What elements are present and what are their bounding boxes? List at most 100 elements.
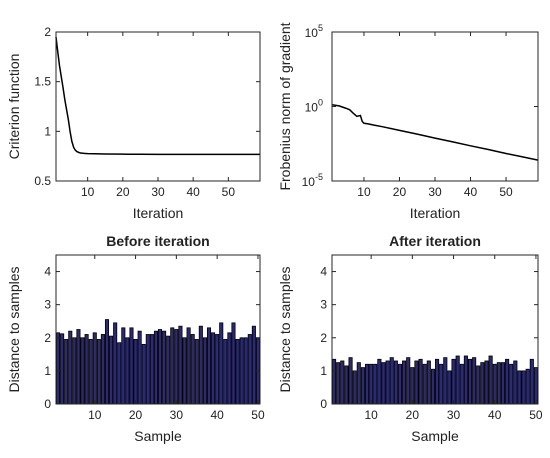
bar: [247, 334, 252, 405]
bar: [385, 360, 390, 405]
bar: [100, 334, 105, 405]
bar: [129, 327, 134, 405]
bar: [251, 325, 256, 405]
bar: [158, 329, 163, 405]
x-tick-label: 50: [222, 185, 236, 199]
x-tick-label: 40: [186, 185, 200, 199]
y-axis-label: Distance to samples: [277, 266, 293, 392]
bar: [430, 368, 435, 405]
bar: [435, 358, 440, 405]
bar: [125, 337, 130, 405]
bar: [439, 363, 444, 405]
bar: [517, 370, 522, 405]
bar: [211, 332, 216, 405]
y-tick-label: 1: [44, 364, 51, 378]
x-tick-label: 40: [210, 408, 224, 422]
x-axis-label: Sample: [411, 428, 459, 444]
x-tick-label: 30: [170, 408, 184, 422]
y-tick-label: 100: [305, 98, 323, 115]
x-tick-label: 20: [116, 185, 130, 199]
y-tick-label: 1.5: [34, 75, 51, 89]
y-tick-label: 2: [44, 331, 51, 345]
bar: [344, 365, 349, 405]
y-tick-label: 1: [320, 364, 327, 378]
x-tick-label: 30: [151, 185, 165, 199]
y-tick-label: 0: [320, 397, 327, 411]
bar: [194, 339, 199, 405]
bar: [162, 330, 167, 405]
bar: [443, 357, 448, 405]
bar: [206, 327, 212, 405]
bar: [505, 358, 510, 405]
bar: [451, 358, 456, 405]
x-tick-label: 20: [406, 408, 420, 422]
plot-background: [56, 32, 260, 181]
x-tick-label: 10: [364, 408, 378, 422]
series-line: [331, 104, 539, 161]
bar: [178, 325, 183, 405]
bar: [426, 360, 431, 405]
chart-panel-3: 10 20 30 40 50 0 1 2 3 4 Sample Distance to samples…: [6, 233, 265, 444]
bar: [133, 339, 138, 405]
chart-title: After iteration: [389, 233, 481, 249]
x-tick-label: 10: [88, 408, 102, 422]
x-tick-label: 20: [129, 408, 143, 422]
x-axis-label: Sample: [134, 428, 182, 444]
bar: [72, 337, 77, 405]
y-tick-label: 2: [44, 25, 51, 39]
x-tick-label: 20: [393, 185, 407, 199]
bar: [332, 358, 337, 405]
bar: [373, 363, 378, 405]
x-tick-label: 50: [251, 408, 265, 422]
y-axis-label: Distance to samples: [6, 266, 22, 392]
bar: [406, 357, 411, 405]
bar: [109, 335, 114, 405]
bar: [104, 319, 110, 405]
series-line: [55, 36, 260, 156]
y-axis-label: Frobenius norm of gradient: [277, 22, 293, 190]
y-tick-label: 4: [320, 265, 327, 279]
bar: [472, 357, 477, 405]
bar: [492, 363, 497, 405]
bar: [418, 358, 423, 405]
bar: [509, 363, 514, 405]
y-tick-label: 1: [44, 124, 51, 138]
chart-panel-1: 10 20 30 40 50 0.5 1 1.5 2 Iteration Criterion fun…: [6, 25, 261, 221]
bar: [336, 362, 341, 405]
bar: [356, 362, 361, 405]
x-tick-label: 40: [488, 408, 502, 422]
bar: [525, 368, 530, 405]
bar: [447, 370, 452, 405]
y-tick-label: 105: [305, 23, 323, 40]
bar: [521, 370, 526, 405]
y-tick-label: 4: [44, 265, 51, 279]
bar: [84, 334, 89, 405]
bar: [500, 362, 506, 405]
bar: [360, 367, 365, 405]
bar: [198, 325, 203, 405]
bar: [414, 360, 419, 405]
x-tick-label: 10: [357, 185, 371, 199]
bar: [92, 332, 97, 405]
bar: [459, 363, 464, 405]
bar: [68, 330, 73, 405]
x-tick-label: 50: [529, 408, 543, 422]
chart-panel-2: 10 20 30 40 50 10-5 100 105 Iteration Frobenius n…: [277, 22, 539, 221]
x-tick-label: 50: [499, 185, 513, 199]
bar: [231, 322, 236, 405]
bar: [397, 363, 403, 405]
bar: [219, 322, 224, 405]
bar: [166, 335, 171, 405]
y-tick-label: 10-5: [302, 172, 323, 189]
chart-title: Before iteration: [106, 233, 209, 249]
bar: [186, 327, 191, 405]
bar: [182, 337, 187, 405]
bar: [174, 329, 179, 405]
bar: [348, 357, 353, 405]
bar: [235, 339, 240, 405]
y-tick-label: 0: [44, 397, 51, 411]
bar: [137, 330, 142, 405]
bar: [170, 327, 175, 405]
bar: [352, 370, 357, 405]
